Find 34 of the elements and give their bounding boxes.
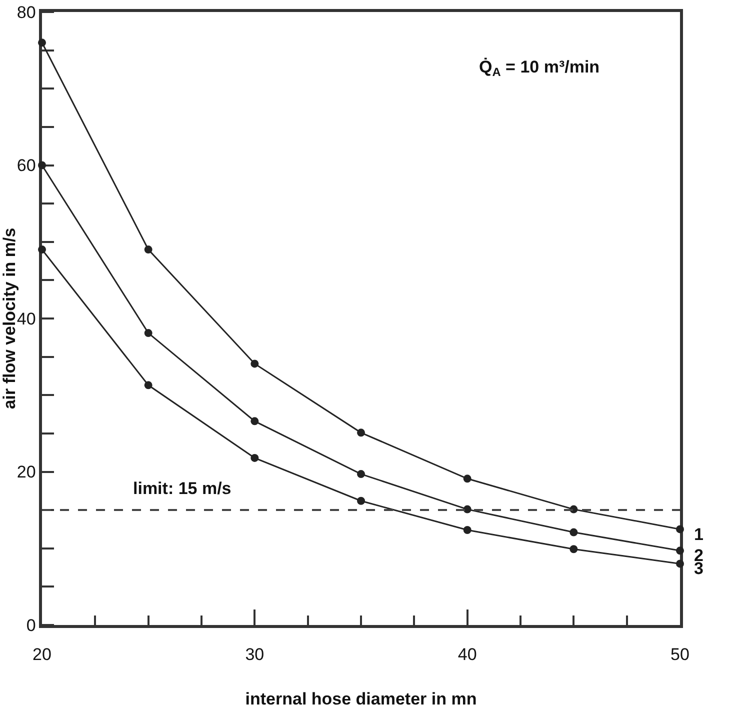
point xyxy=(357,428,365,437)
x-tick-label: 50 xyxy=(670,645,690,664)
y-tick-label: 0 xyxy=(26,616,36,635)
point xyxy=(250,360,259,368)
y-axis-title: air flow velocity in m/s xyxy=(0,228,19,410)
point xyxy=(676,546,684,555)
point xyxy=(676,525,684,534)
point xyxy=(357,496,365,505)
point xyxy=(250,454,259,462)
ref-line-label: limit: 15 m/s xyxy=(133,479,232,498)
y-tick-label: 60 xyxy=(16,156,36,176)
y-tick-label: 80 xyxy=(16,2,36,22)
annotation: Q̇$_{A}$ = 10 m³/min xyxy=(479,57,600,79)
point xyxy=(570,545,578,554)
point xyxy=(38,38,46,47)
point xyxy=(357,470,365,478)
y-tick-label: 40 xyxy=(16,309,36,328)
point xyxy=(38,161,46,170)
point xyxy=(144,381,152,390)
point xyxy=(463,526,472,534)
point xyxy=(250,417,259,426)
point xyxy=(570,528,578,536)
x-tick-label: 20 xyxy=(32,645,52,664)
point xyxy=(144,329,152,338)
point xyxy=(144,246,152,254)
point xyxy=(463,505,472,514)
point xyxy=(38,246,46,254)
x-tick-label: 30 xyxy=(245,645,264,664)
x-tick-label: 40 xyxy=(458,645,477,664)
point xyxy=(676,560,684,568)
point xyxy=(463,474,472,483)
x-axis-title: internal hose diameter in mn xyxy=(245,690,477,709)
series-label: 1 xyxy=(694,525,704,544)
y-tick-label: 20 xyxy=(16,462,36,482)
